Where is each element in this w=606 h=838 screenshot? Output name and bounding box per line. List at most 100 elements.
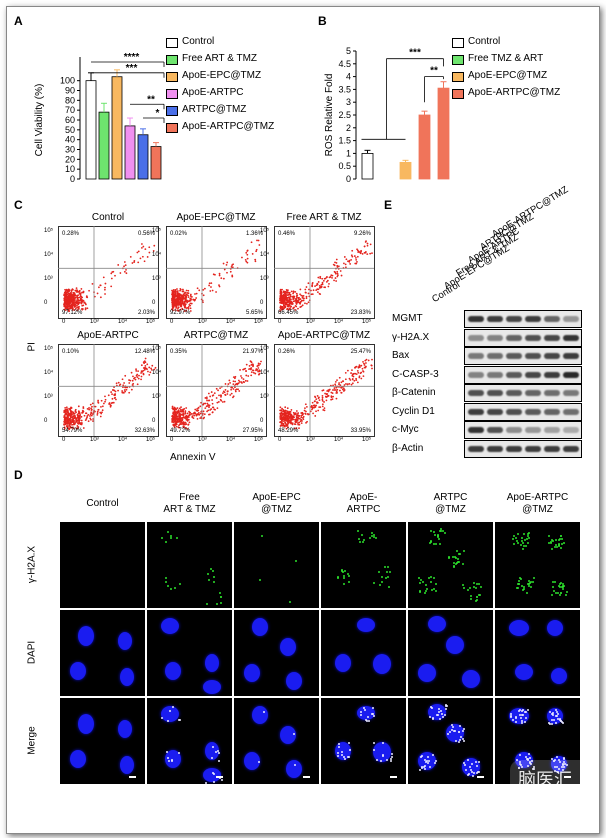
merge-focus [525, 710, 528, 713]
facs-event-dot [298, 427, 300, 430]
merge-focus [385, 758, 388, 761]
facs-event-dot [291, 303, 293, 306]
facs-event-dot [328, 389, 331, 391]
facs-event-dot [302, 299, 305, 302]
facs-event-dot [292, 297, 295, 300]
h2ax-focus [548, 534, 551, 537]
merge-focus [340, 751, 343, 754]
facs-event-dot [77, 426, 80, 428]
facs-event-dot [286, 307, 289, 310]
merge-focus [426, 762, 429, 765]
bar [137, 134, 149, 180]
facs-event-dot [86, 416, 88, 419]
facs-event-dot [76, 417, 78, 419]
facs-event-dot [223, 391, 226, 394]
h2ax-focus [456, 550, 459, 553]
facs-event-dot [301, 414, 304, 416]
facs-event-dot [218, 394, 220, 397]
h2ax-focus [559, 537, 562, 540]
facs-event-dot [295, 418, 298, 421]
merge-focus [437, 710, 440, 713]
h2ax-focus [343, 569, 346, 572]
merge-focus [161, 716, 164, 719]
merge-focus [444, 714, 447, 717]
facs-event-dot [343, 384, 346, 386]
legend-swatch [452, 72, 464, 82]
merge-focus [529, 757, 532, 760]
merge-focus [466, 773, 469, 776]
facs-event-dot [77, 405, 80, 408]
h2ax-focus [558, 584, 561, 587]
h2ax-focus [532, 580, 535, 583]
h2ax-focus [558, 545, 561, 548]
facs-event-dot [218, 284, 220, 287]
facs-event-dot [208, 282, 211, 285]
facs-event-dot [340, 274, 343, 277]
y-axis-label: ROS Relative Fold [324, 74, 335, 157]
facs-event-dot [104, 400, 106, 403]
blot-band [544, 390, 560, 396]
facs-event-dot [249, 367, 252, 370]
facs-event-dot [124, 264, 127, 267]
h2ax-focus [452, 562, 455, 565]
merge-focus [562, 721, 565, 724]
facs-event-dot [295, 299, 298, 302]
facs-event-dot [141, 255, 144, 258]
blot-row: c-Myc [392, 421, 606, 439]
facs-event-dot [295, 296, 298, 299]
scale-bar [303, 776, 310, 778]
facs-event-dot [176, 410, 179, 413]
merge-focus [421, 755, 424, 758]
facs-event-dot [294, 298, 297, 300]
facs-event-dot [313, 404, 316, 407]
facs-event-dot [293, 423, 296, 425]
facs-event-dot [244, 379, 247, 382]
h2ax-focus [437, 535, 440, 538]
blot-protein-label: Bax [392, 350, 410, 361]
blot-band [506, 316, 522, 322]
merge-focus [337, 745, 340, 748]
facs-event-dot [295, 427, 298, 430]
facs-x-tick-label: 0 [278, 437, 282, 443]
if-column-label: Control [86, 498, 119, 509]
facs-event-dot [229, 382, 231, 384]
h2ax-focus [435, 589, 438, 592]
facs-event-dot [288, 308, 291, 311]
facs-event-dot [184, 410, 187, 412]
merge-focus [532, 765, 535, 768]
h2ax-focus [525, 537, 528, 540]
merge-focus [518, 708, 521, 711]
h2ax-focus [348, 581, 351, 583]
facs-event-dot [173, 408, 176, 411]
facs-event-dot [285, 303, 288, 306]
facs-event-dot [124, 386, 126, 389]
facs-event-dot [130, 371, 133, 374]
facs-event-dot [177, 298, 180, 301]
facs-event-dot [280, 300, 283, 303]
if-image-tile [147, 698, 232, 784]
facs-y-tick-label: 0 [152, 300, 156, 306]
facs-event-dot [285, 425, 288, 427]
facs-x-tick-label: 10³ [90, 319, 99, 325]
merge-focus [554, 722, 557, 725]
facs-event-dot [78, 299, 81, 302]
h2ax-focus [439, 529, 442, 532]
facs-event-dot [241, 382, 243, 384]
facs-event-dot [101, 405, 104, 408]
facs-event-dot [64, 305, 67, 308]
merge-focus [552, 760, 555, 763]
facs-event-dot [357, 250, 360, 253]
y-tick-label: 40 [65, 135, 75, 145]
merge-focus [476, 771, 479, 774]
h2ax-focus [423, 592, 426, 595]
facs-event-dot [91, 402, 94, 405]
merge-focus [557, 758, 560, 761]
if-column-label: ApoE- ARTPC [346, 492, 381, 515]
merge-focus [212, 780, 215, 783]
h2ax-focus [522, 532, 525, 535]
merge-focus [532, 767, 535, 770]
merge-focus [527, 764, 530, 767]
facs-event-dot [184, 299, 187, 302]
facs-scatter-plot: 0.10% 12.48%54.79% 32.63% [58, 344, 159, 437]
facs-event-dot [187, 300, 189, 303]
